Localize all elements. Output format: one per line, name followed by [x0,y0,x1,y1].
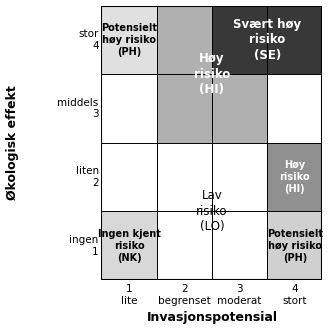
Bar [267,143,322,212]
Text: Potensielt
høy risiko
(PH): Potensielt høy risiko (PH) [267,229,323,263]
Bar [157,143,267,280]
Text: Høy
risiko
(HI): Høy risiko (HI) [279,160,310,194]
Text: Lav
risiko
(LO): Lav risiko (LO) [196,189,228,234]
Bar [101,6,157,74]
X-axis label: Invasjonspotensial: Invasjonspotensial [147,312,277,324]
Bar [157,6,267,143]
Text: Ingen kjent
risiko
(NK): Ingen kjent risiko (NK) [98,229,160,263]
Bar [267,212,322,280]
Text: Svært høy
risiko
(SE): Svært høy risiko (SE) [233,18,301,62]
Text: Høy
risiko
(HI): Høy risiko (HI) [194,52,230,96]
Y-axis label: Økologisk effekt: Økologisk effekt [6,85,19,200]
Bar [101,212,157,280]
Text: Potensielt
høy risiko
(PH): Potensielt høy risiko (PH) [101,23,157,57]
Bar [212,6,322,74]
